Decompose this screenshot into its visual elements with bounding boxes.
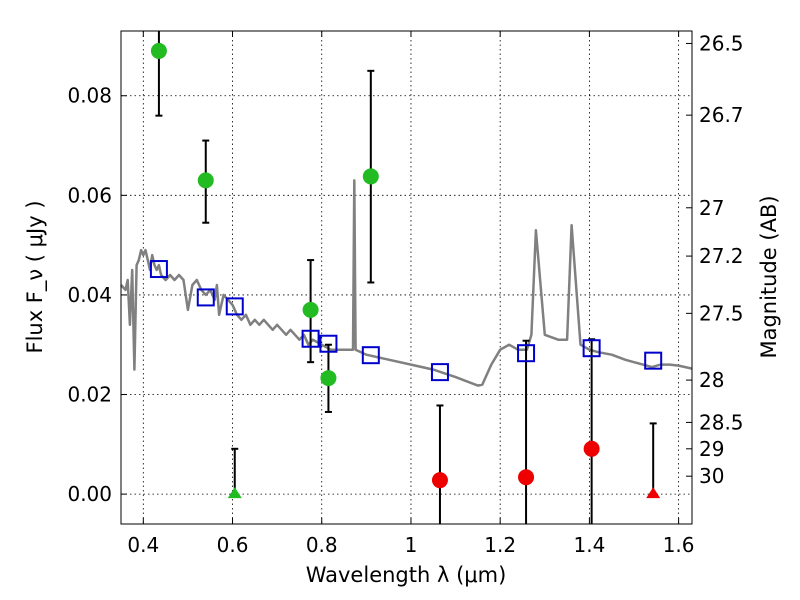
model-square xyxy=(225,297,244,316)
right-tick-label: 28 xyxy=(699,368,724,392)
right-tick-label: 27.2 xyxy=(699,244,744,268)
x-tick-label: 0.4 xyxy=(127,533,159,557)
axis-ticks: 0.4 0.6 0.8 1 1.2 1.4 1.6 0.00 0.02 0.04 0.06 0.08 2… xyxy=(67,31,744,557)
right-tick-label: 27.5 xyxy=(699,301,744,325)
spectrum-line xyxy=(120,179,693,387)
model-square xyxy=(301,329,320,348)
y-axis-label-left: Flux F_ν ( μJy ) xyxy=(23,200,48,353)
model-square xyxy=(361,346,380,365)
y-tick-label: 0.02 xyxy=(67,383,112,407)
model-square xyxy=(149,260,168,279)
plot-area xyxy=(121,31,692,524)
model-square xyxy=(319,334,338,353)
x-tick-label: 0.8 xyxy=(306,533,338,557)
model-square xyxy=(517,344,536,363)
right-tick-label: 27 xyxy=(699,196,724,220)
y-tick-label: 0.06 xyxy=(67,183,112,207)
right-tick-label: 29 xyxy=(699,437,724,461)
data-point xyxy=(431,472,448,489)
upper-limit-marker xyxy=(227,487,242,499)
x-axis-label: Wavelength λ (μm) xyxy=(306,563,507,587)
x-tick-label: 1.6 xyxy=(663,533,695,557)
data-point xyxy=(320,370,337,387)
model-square xyxy=(196,288,215,307)
x-tick-label: 0.6 xyxy=(217,533,249,557)
plot-frame xyxy=(120,30,693,525)
y-tick-label: 0.00 xyxy=(67,482,112,506)
data-point xyxy=(518,469,535,486)
y-axis-label-right: Magnitude (AB) xyxy=(757,195,781,358)
right-tick-label: 26.5 xyxy=(699,31,744,55)
x-tick-label: 1.4 xyxy=(573,533,605,557)
right-tick-label: 30 xyxy=(699,464,724,488)
model-square xyxy=(644,351,663,370)
y-tick-label: 0.04 xyxy=(67,283,112,307)
model-square xyxy=(582,339,601,358)
data-point xyxy=(302,301,319,318)
model-spectrum xyxy=(120,179,693,387)
right-tick-label: 28.5 xyxy=(699,410,744,434)
y-tick-label: 0.08 xyxy=(67,84,112,108)
right-tick-label: 26.7 xyxy=(699,103,744,127)
x-tick-label: 1 xyxy=(405,533,418,557)
upper-limit-marker xyxy=(646,487,661,499)
data-point xyxy=(583,440,600,457)
data-point xyxy=(197,172,214,189)
data-point xyxy=(150,42,167,59)
x-tick-label: 1.2 xyxy=(484,533,516,557)
data-point xyxy=(362,168,379,185)
data-markers xyxy=(149,42,663,499)
model-square xyxy=(430,363,449,382)
